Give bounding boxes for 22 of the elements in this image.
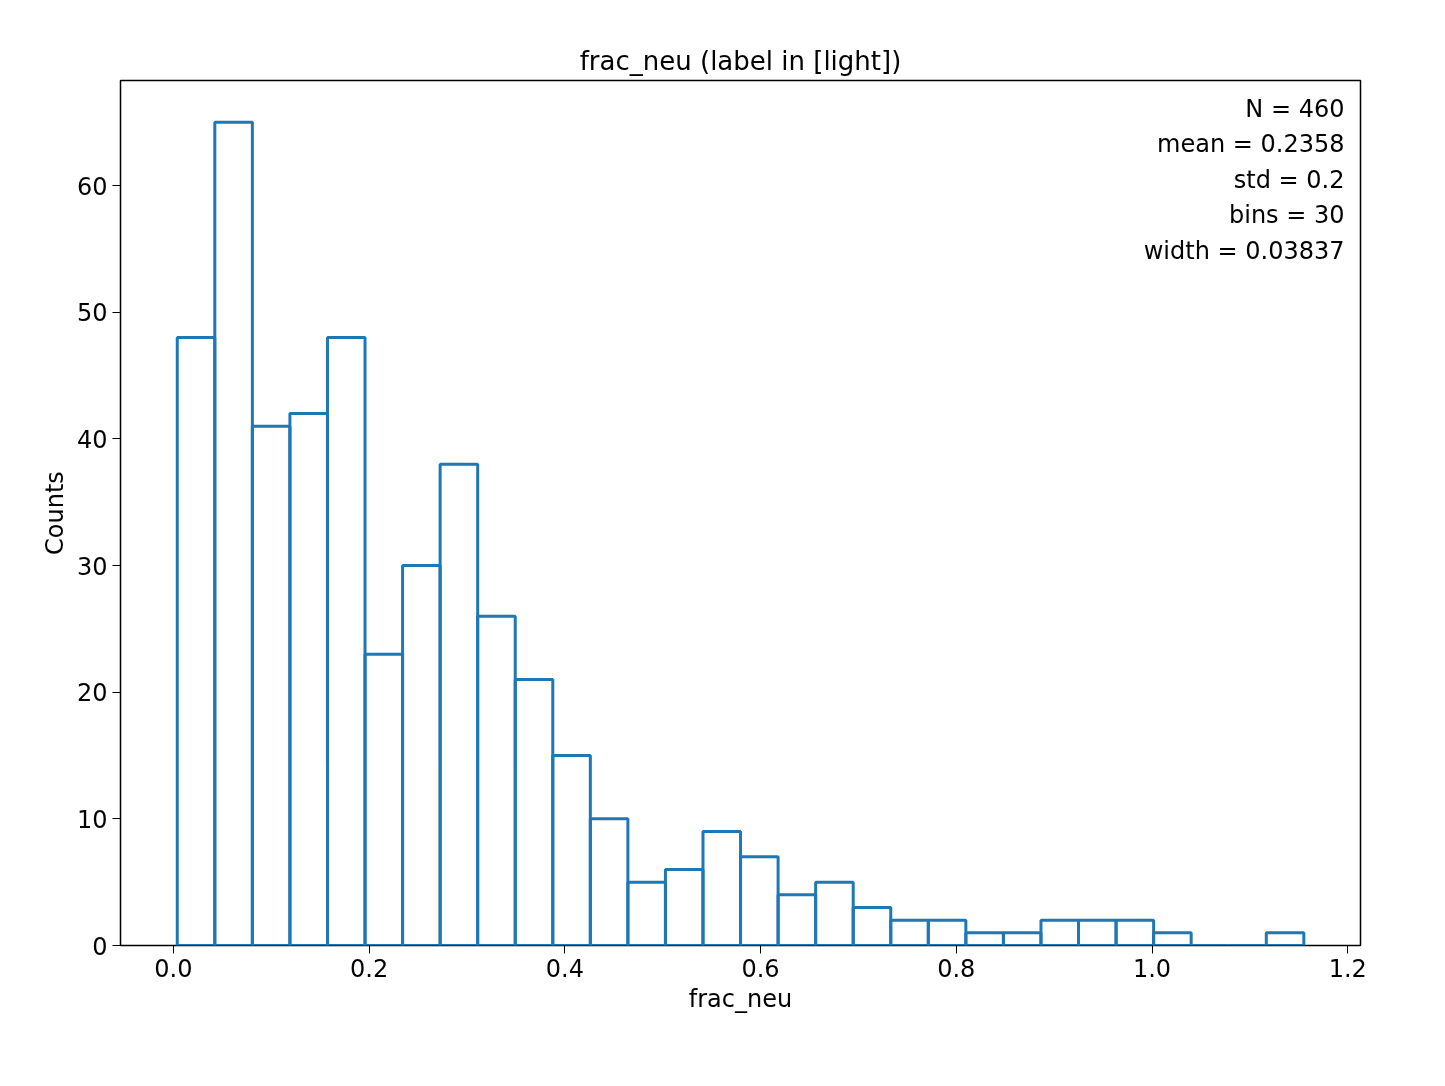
annotation: bins = 30 <box>1228 201 1345 229</box>
y-tick-label: 30 <box>76 552 108 581</box>
y-tick-label: 50 <box>76 299 108 328</box>
x-tick-label: 1.2 <box>1328 954 1367 983</box>
chart-title: frac_neu (label in [light]) <box>579 45 902 76</box>
annotation: std = 0.2 <box>1233 165 1345 194</box>
x-tick-label: 1.0 <box>1132 954 1172 983</box>
x-axis-title: frac_neu <box>688 984 793 1013</box>
y-tick-label: 60 <box>76 172 108 201</box>
x-tick-label: 0.4 <box>545 954 584 983</box>
y-tick-label: 20 <box>76 679 108 708</box>
annotation: mean = 0.2358 <box>1157 130 1345 158</box>
y-tick-label: 40 <box>76 425 108 454</box>
x-tick-label: 0.0 <box>154 954 193 983</box>
x-tick-label: 0.6 <box>741 954 780 983</box>
annotation: width = 0.03837 <box>1143 236 1345 265</box>
x-tick-label: 0.8 <box>937 954 976 983</box>
x-tick-label: 0.2 <box>350 954 389 983</box>
y-tick-label: 0 <box>92 932 108 961</box>
annotation: N = 460 <box>1245 94 1345 123</box>
y-axis-title: Counts <box>40 471 69 555</box>
y-tick-label: 10 <box>76 805 108 834</box>
